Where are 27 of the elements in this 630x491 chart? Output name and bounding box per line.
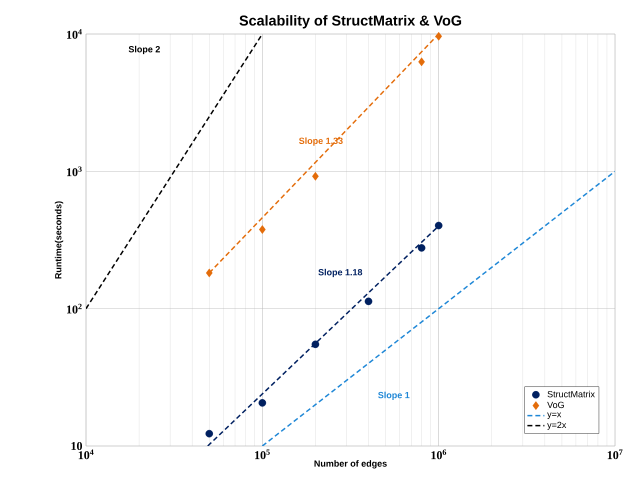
point	[312, 340, 320, 348]
point	[418, 244, 426, 252]
point	[258, 399, 266, 407]
x-tick-label: 10$^{7}$	[608, 450, 623, 460]
y-tick-label: 10$^{3}$	[67, 166, 82, 176]
point	[259, 225, 266, 234]
x-tick-label: 10$^{5}$	[255, 450, 270, 460]
point	[205, 430, 214, 438]
point	[312, 172, 319, 181]
annotation: Slope 1.18	[318, 268, 362, 278]
y-axis-title: Runtime(seconds)	[54, 201, 64, 279]
annotation: Slope 2	[128, 46, 160, 54]
legend-label: y=x	[547, 412, 562, 420]
annotation: Slope 1.33	[299, 137, 343, 146]
x-tick-label: 10$^{4}$	[78, 450, 94, 460]
annotation: Slope 1	[378, 392, 410, 400]
y-tick-label: 10	[71, 442, 82, 450]
y-tick-label: 10$^{2}$	[67, 304, 82, 314]
point	[206, 268, 213, 278]
chart-title: Scalability of StructMatrix & VoG	[239, 15, 462, 28]
point	[364, 298, 372, 306]
y-tick-label: 10$^{4}$	[67, 29, 82, 39]
x-axis-title: Number of edges	[314, 460, 387, 469]
legend-label: StructMatrix	[548, 390, 595, 398]
legend-label: VoG	[547, 402, 564, 408]
x-tick-label: 10$^{6}$	[431, 450, 446, 460]
legend-label: y=2x	[547, 422, 566, 430]
